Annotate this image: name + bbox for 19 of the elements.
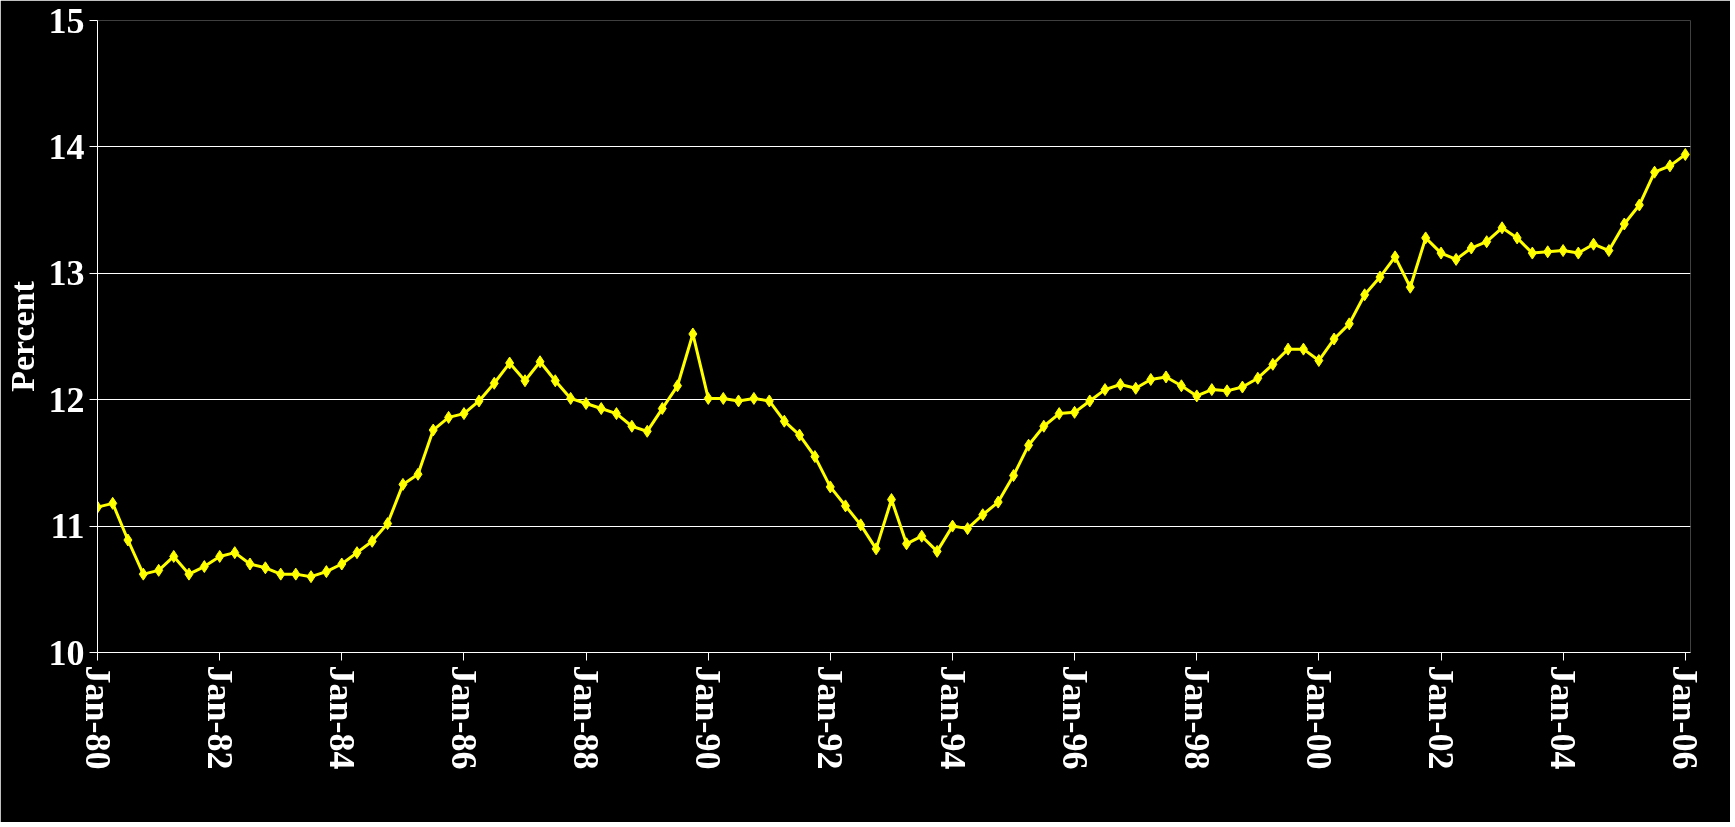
x-tick-label: Jan-86 [443, 665, 484, 770]
x-tick-label: Jan-90 [688, 665, 729, 770]
y-tick-label: 11 [50, 506, 85, 547]
y-tick-label: 12 [48, 379, 85, 420]
x-tick-label: Jan-04 [1543, 665, 1584, 770]
x-tick-label: Jan-82 [199, 665, 240, 770]
x-tick-label: Jan-02 [1421, 665, 1462, 770]
x-tick-label: Jan-94 [932, 665, 973, 770]
y-axis-title: Percent [3, 280, 41, 392]
x-tick-label: Jan-96 [1054, 665, 1095, 770]
x-tick-label: Jan-84 [321, 665, 362, 770]
y-tick-label: 13 [48, 253, 85, 294]
x-tick-label: Jan-00 [1298, 665, 1339, 770]
y-tick-label: 14 [48, 126, 85, 167]
x-tick-label: Jan-92 [810, 665, 851, 770]
y-tick-label: 15 [48, 0, 85, 41]
x-tick-label: Jan-06 [1665, 665, 1706, 770]
x-tick-label: Jan-88 [566, 665, 607, 770]
x-tick-label: Jan-98 [1176, 665, 1217, 770]
